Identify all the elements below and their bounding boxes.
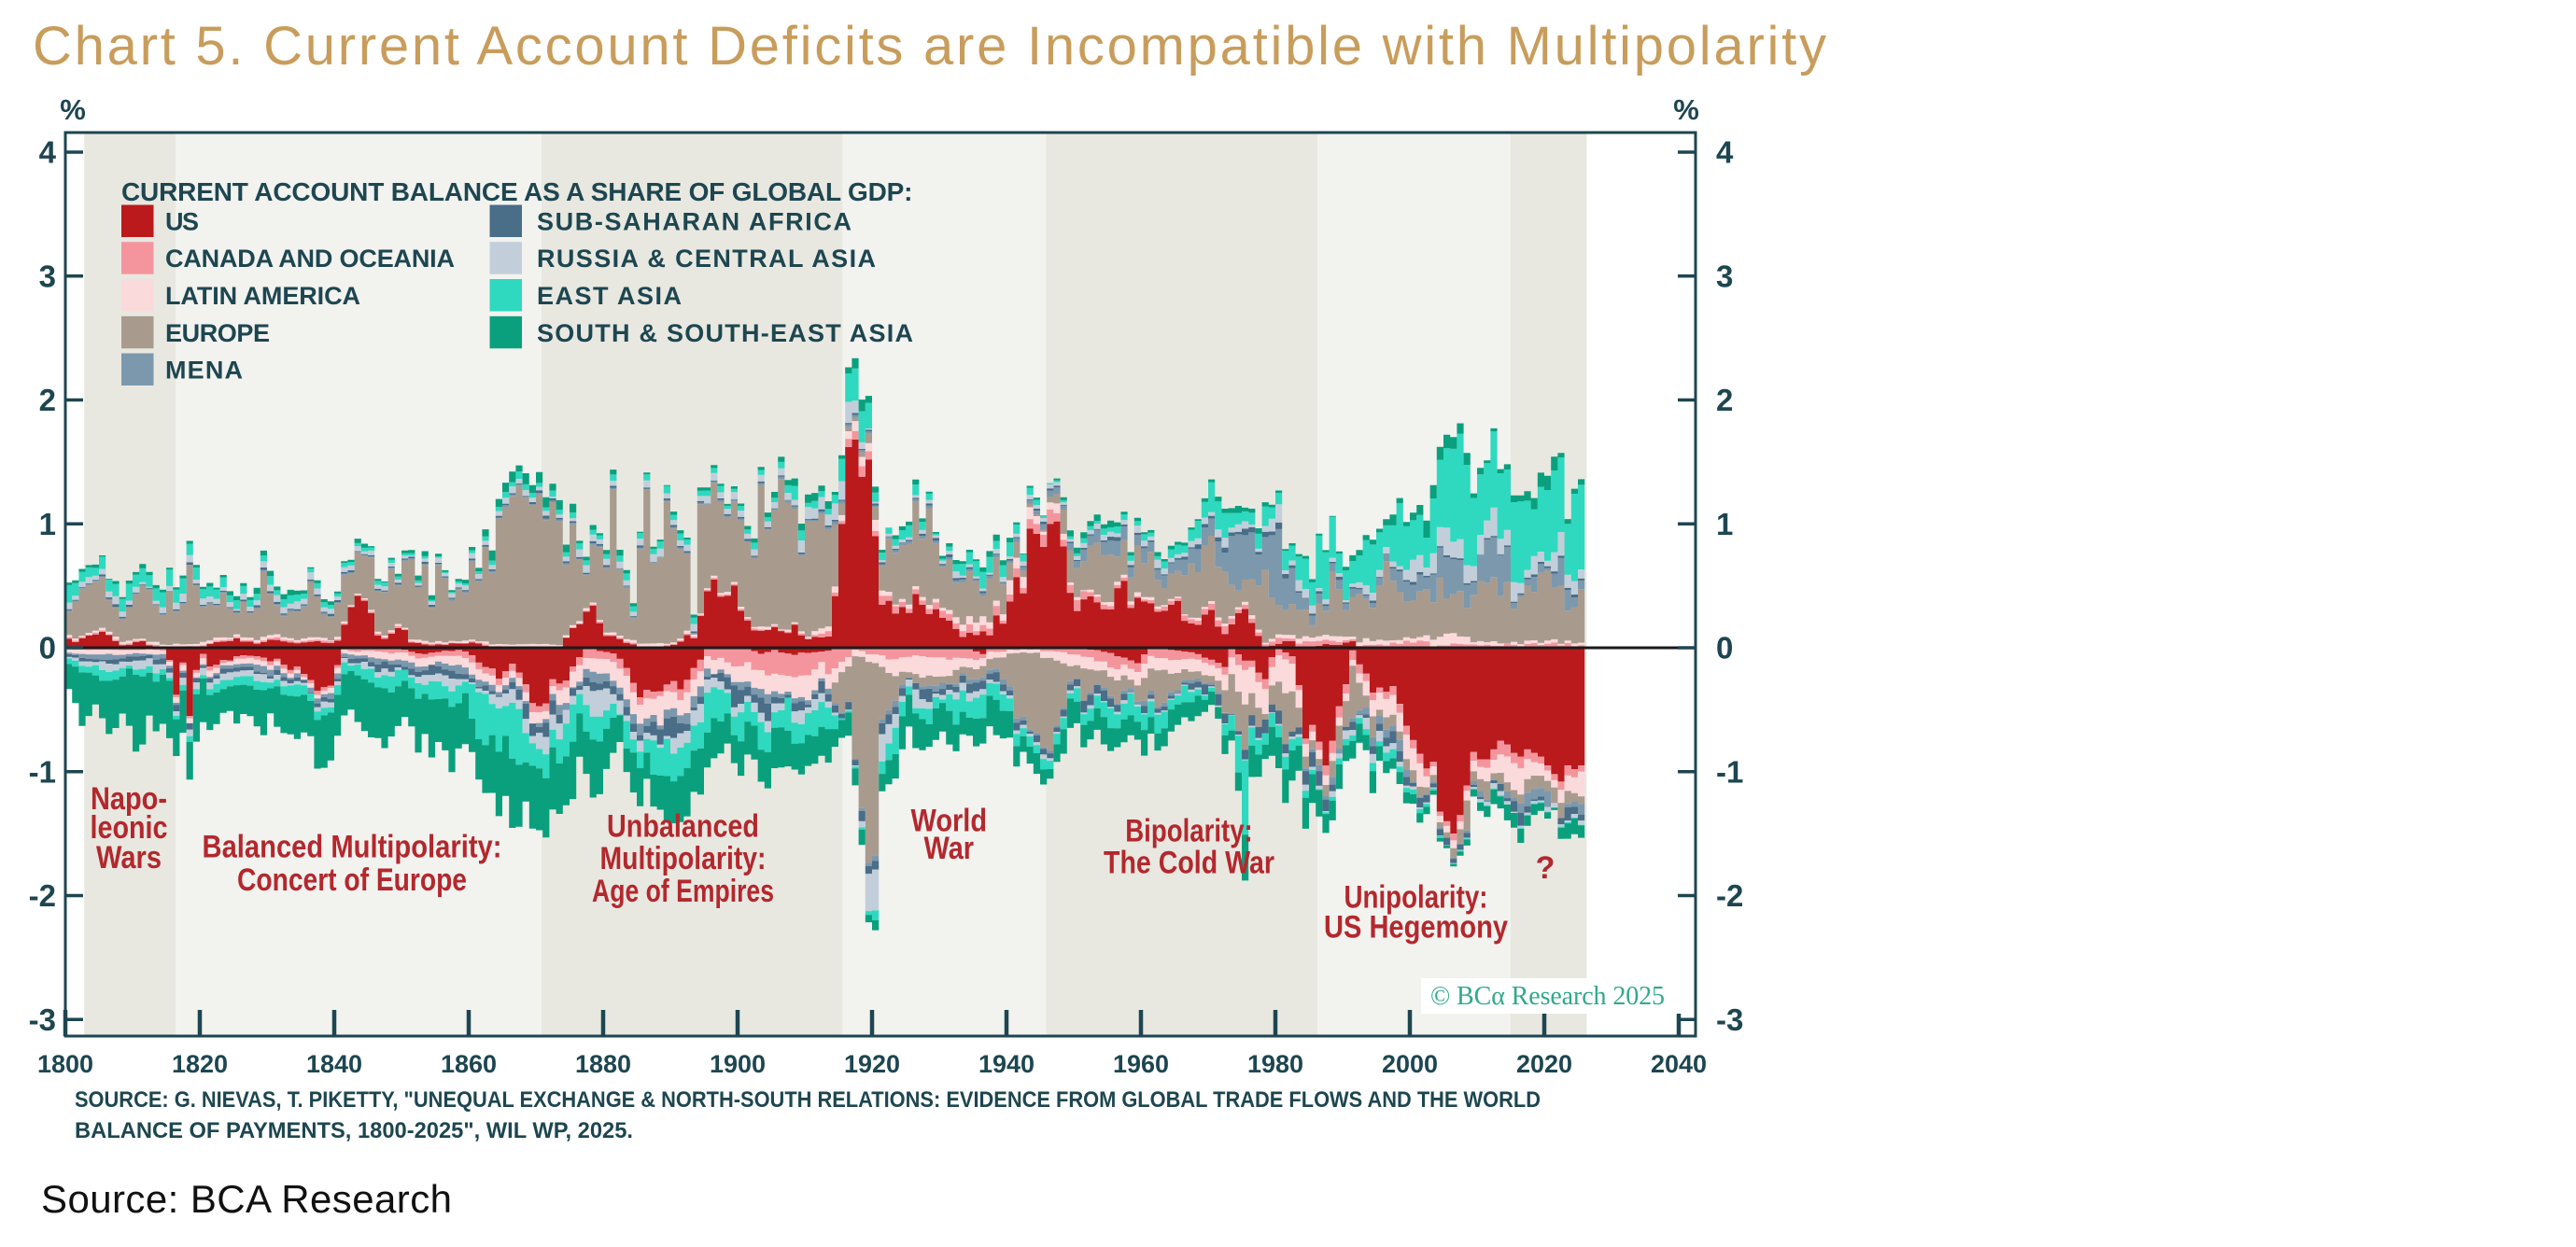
svg-text:Wars: Wars [96,840,162,876]
svg-text:© BCα Research 2025: © BCα Research 2025 [1430,982,1665,1011]
svg-text:1880: 1880 [575,1050,631,1078]
svg-text:4: 4 [39,135,57,170]
svg-text:LATIN AMERICA: LATIN AMERICA [165,282,360,310]
svg-text:RUSSIA & CENTRAL ASIA: RUSSIA & CENTRAL ASIA [537,245,876,273]
svg-text:Unbalanced: Unbalanced [607,809,759,845]
svg-text:1860: 1860 [441,1050,497,1078]
svg-text:2000: 2000 [1382,1050,1438,1078]
svg-text:SOUTH & SOUTH-EAST ASIA: SOUTH & SOUTH-EAST ASIA [537,319,913,347]
svg-text:1: 1 [39,507,56,541]
svg-text:-1: -1 [29,754,56,789]
svg-text:-2: -2 [1716,878,1743,913]
svg-text:Balanced Multipolarity:: Balanced Multipolarity: [203,830,502,865]
svg-text:%: % [60,93,86,126]
svg-text:War: War [924,831,975,866]
svg-text:1920: 1920 [844,1050,900,1078]
svg-text:3: 3 [39,259,56,293]
svg-text:World: World [911,804,988,839]
svg-text:Chart 5. Current Account Defic: Chart 5. Current Account Deficits are In… [33,16,1826,77]
svg-text:CANADA AND OCEANIA: CANADA AND OCEANIA [165,245,455,273]
svg-text:%: % [1673,93,1699,126]
svg-text:2020: 2020 [1516,1050,1572,1078]
svg-text:SOURCE: G. NIEVAS, T. PIKETTY,: SOURCE: G. NIEVAS, T. PIKETTY, "UNEQUAL … [75,1087,1541,1113]
svg-text:US Hegemony: US Hegemony [1324,910,1508,946]
svg-text:EAST ASIA: EAST ASIA [537,282,682,310]
svg-text:1820: 1820 [172,1050,228,1078]
svg-text:leonic: leonic [91,810,168,846]
svg-text:1840: 1840 [306,1050,362,1078]
svg-text:-3: -3 [1716,1002,1743,1037]
svg-text:3: 3 [1716,259,1733,293]
svg-text:US: US [165,208,199,236]
svg-text:?: ? [1536,850,1555,886]
svg-text:4: 4 [1716,135,1734,170]
svg-text:1900: 1900 [710,1050,766,1078]
svg-text:2040: 2040 [1651,1050,1707,1078]
svg-text:1980: 1980 [1247,1050,1303,1078]
svg-text:2: 2 [1716,383,1733,417]
svg-text:BALANCE OF PAYMENTS, 1800-2025: BALANCE OF PAYMENTS, 1800-2025", WIL WP,… [75,1118,633,1143]
svg-text:0: 0 [39,631,56,666]
svg-text:1800: 1800 [37,1050,93,1078]
svg-text:Bipolarity:: Bipolarity: [1125,814,1253,849]
svg-text:Multipolarity:: Multipolarity: [600,841,767,876]
svg-text:-2: -2 [29,878,56,913]
svg-text:Concert of Europe: Concert of Europe [237,862,467,898]
svg-text:Unipolarity:: Unipolarity: [1344,880,1488,916]
svg-text:CURRENT ACCOUNT BALANCE AS A S: CURRENT ACCOUNT BALANCE AS A SHARE OF GL… [121,177,913,206]
svg-text:2: 2 [39,383,56,417]
svg-text:Source: BCA Research: Source: BCA Research [41,1177,452,1221]
svg-text:-3: -3 [29,1002,56,1037]
svg-text:1: 1 [1716,507,1733,541]
svg-text:MENA: MENA [165,357,243,385]
svg-text:EUROPE: EUROPE [165,319,270,347]
svg-text:Age of Empires: Age of Empires [592,874,774,909]
svg-text:-1: -1 [1716,754,1743,789]
svg-text:Napo-: Napo- [91,781,167,817]
svg-text:The Cold War: The Cold War [1104,846,1274,881]
svg-text:1960: 1960 [1113,1050,1169,1078]
svg-text:SUB-SAHARAN AFRICA: SUB-SAHARAN AFRICA [537,208,852,236]
svg-text:1940: 1940 [978,1050,1035,1078]
svg-text:0: 0 [1716,631,1733,666]
